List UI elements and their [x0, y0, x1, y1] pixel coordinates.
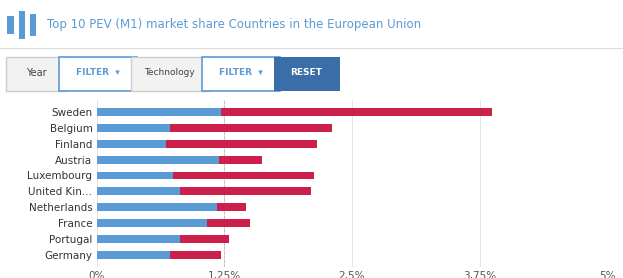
- Bar: [97, 203, 217, 211]
- FancyBboxPatch shape: [131, 57, 209, 91]
- FancyBboxPatch shape: [6, 57, 65, 91]
- Bar: [97, 235, 180, 243]
- Bar: [97, 172, 173, 180]
- Bar: [217, 203, 245, 211]
- Bar: [170, 251, 221, 259]
- FancyBboxPatch shape: [19, 11, 25, 39]
- Text: RESET: RESET: [290, 68, 323, 77]
- Text: FILTER  ▾: FILTER ▾: [219, 68, 263, 77]
- FancyBboxPatch shape: [30, 14, 36, 36]
- Bar: [97, 187, 180, 195]
- Bar: [180, 235, 229, 243]
- Bar: [97, 124, 170, 131]
- Bar: [97, 108, 221, 116]
- Bar: [180, 187, 311, 195]
- Bar: [173, 172, 314, 180]
- FancyBboxPatch shape: [59, 57, 137, 91]
- Bar: [170, 124, 331, 131]
- Bar: [97, 219, 207, 227]
- Text: Year: Year: [26, 68, 47, 78]
- FancyBboxPatch shape: [7, 16, 14, 34]
- Bar: [219, 156, 262, 163]
- Bar: [97, 140, 166, 148]
- Bar: [221, 108, 492, 116]
- Text: FILTER  ▾: FILTER ▾: [76, 68, 120, 77]
- Text: Technology: Technology: [144, 68, 195, 77]
- Text: Top 10 PEV (M1) market share Countries in the European Union: Top 10 PEV (M1) market share Countries i…: [47, 18, 421, 31]
- Bar: [97, 156, 219, 163]
- Bar: [166, 140, 317, 148]
- FancyBboxPatch shape: [202, 57, 280, 91]
- Bar: [207, 219, 250, 227]
- Bar: [97, 251, 170, 259]
- FancyBboxPatch shape: [274, 57, 340, 91]
